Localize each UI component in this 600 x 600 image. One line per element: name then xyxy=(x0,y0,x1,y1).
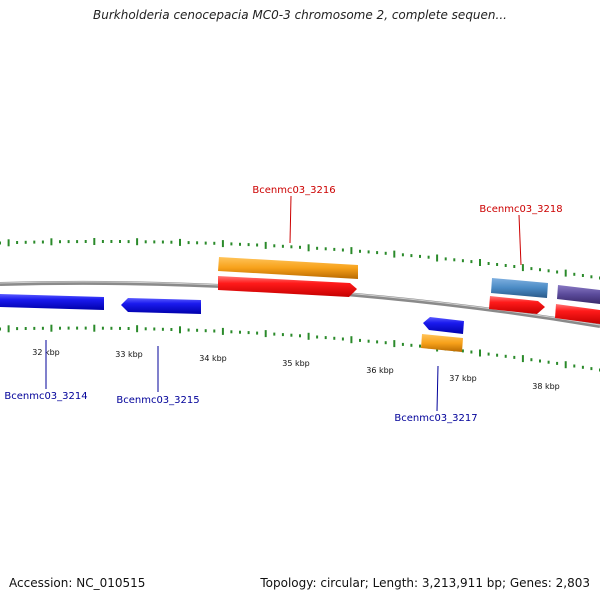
label-bcenmc03-3216[interactable]: Bcenmc03_3216 xyxy=(252,185,335,196)
gene-bcenmc03-3217[interactable] xyxy=(423,317,464,334)
map-title: Burkholderia cenocepacia MC0-3 chromosom… xyxy=(93,8,507,22)
tick-row-upper xyxy=(0,238,600,280)
leader-bcenmc03-3217 xyxy=(436,365,439,412)
cds-bcenmc03-3218[interactable] xyxy=(491,278,548,298)
label-bcenmc03-3218[interactable]: Bcenmc03_3218 xyxy=(479,204,562,215)
scale-label-37kbp: 37 kbp xyxy=(449,374,477,383)
leader-bcenmc03-3218 xyxy=(518,214,522,266)
scale-label-35kbp: 35 kbp xyxy=(282,359,310,368)
label-bcenmc03-3217[interactable]: Bcenmc03_3217 xyxy=(394,413,477,424)
scale-label-34kbp: 34 kbp xyxy=(199,354,227,363)
scale-label-33kbp: 33 kbp xyxy=(115,350,143,359)
leader-bcenmc03-3216 xyxy=(289,195,292,244)
accession-label: Accession: xyxy=(9,576,73,590)
cds-next[interactable] xyxy=(557,285,600,304)
accession-info: Accession: NC_010515 xyxy=(9,576,145,590)
genome-summary: Topology: circular; Length: 3,213,911 bp… xyxy=(260,576,590,590)
cds-bcenmc03-3217[interactable] xyxy=(421,334,463,352)
scale-label-36kbp: 36 kbp xyxy=(366,366,394,375)
gene-bcenmc03-3214[interactable] xyxy=(0,294,104,310)
gene-bcenmc03-3215[interactable] xyxy=(121,298,201,314)
gene-bcenmc03-3218[interactable] xyxy=(489,296,545,314)
gene-next-forward[interactable] xyxy=(555,304,600,324)
cds-bcenmc03-3216[interactable] xyxy=(218,257,358,279)
label-bcenmc03-3215[interactable]: Bcenmc03_3215 xyxy=(116,395,199,406)
scale-label-38kbp: 38 kbp xyxy=(532,382,560,391)
gene-bcenmc03-3216[interactable] xyxy=(218,276,357,297)
label-bcenmc03-3214[interactable]: Bcenmc03_3214 xyxy=(4,391,87,402)
accession-value: NC_010515 xyxy=(76,576,146,590)
